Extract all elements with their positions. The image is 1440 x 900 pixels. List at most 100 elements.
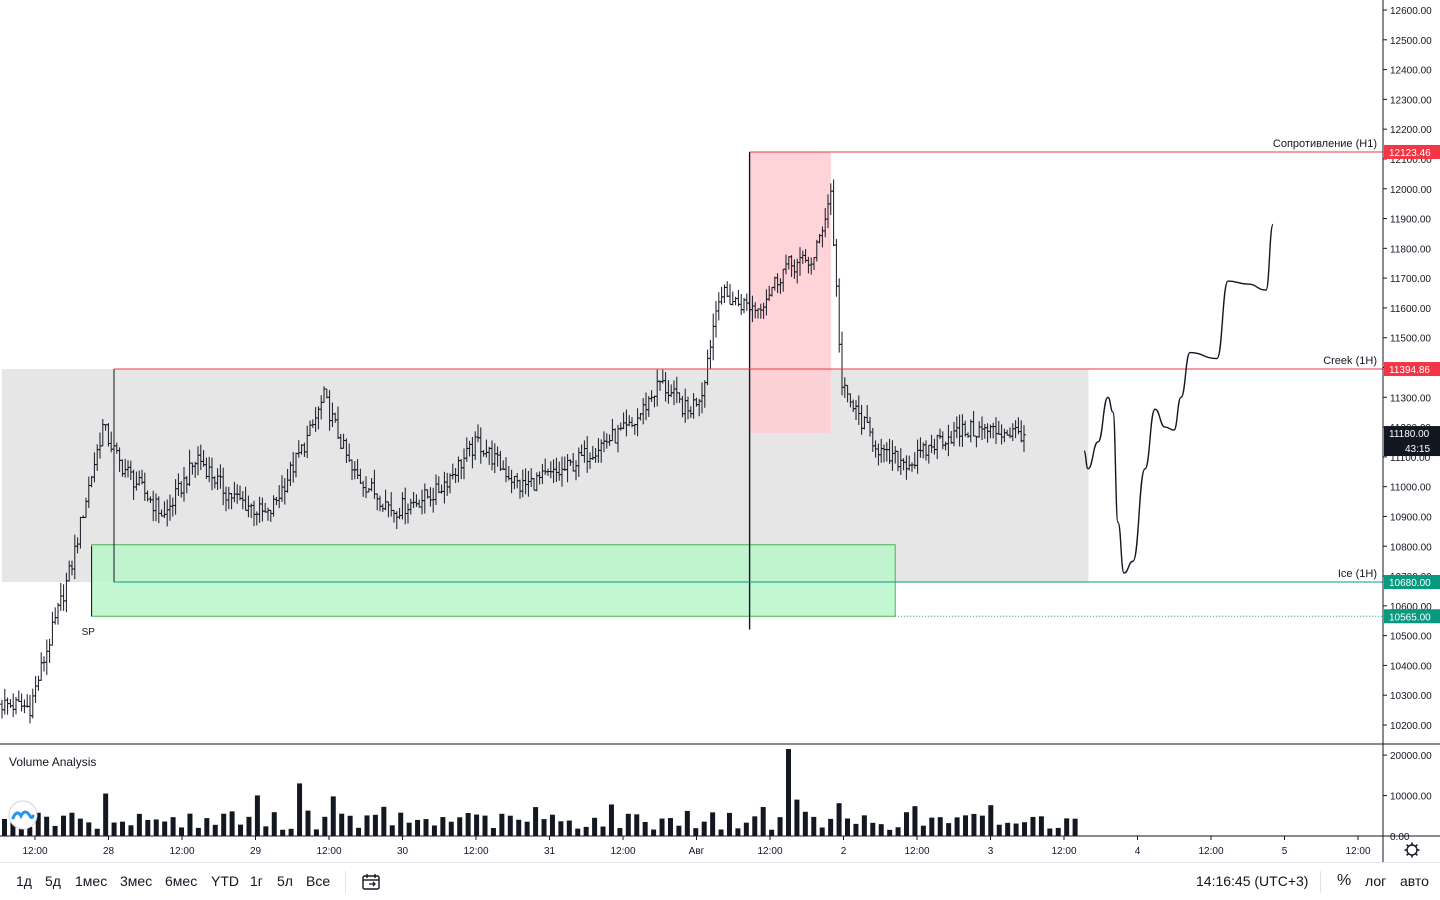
- volume-bar: [878, 824, 884, 836]
- ohlc-bar: [58, 582, 63, 611]
- volume-bar: [77, 818, 83, 836]
- range-3m-button[interactable]: 3мес: [120, 873, 153, 889]
- ice-level-badge: [1384, 575, 1440, 589]
- ohlc-bar: [42, 656, 46, 672]
- volume-bar: [1047, 828, 1053, 836]
- volume-bar: [187, 813, 193, 836]
- volume-bar: [347, 815, 353, 836]
- volume-bar: [254, 795, 260, 836]
- time-tick-label: 12:00: [22, 846, 47, 857]
- volume-bar: [794, 799, 800, 836]
- ohlc-bar: [0, 699, 4, 719]
- price-tick-label: 12500.00: [1390, 36, 1432, 47]
- price-tick-label: 10900.00: [1390, 512, 1432, 523]
- volume-bar: [777, 817, 783, 836]
- ohlc-bar: [39, 652, 44, 681]
- ohlc-bar: [19, 693, 24, 712]
- price-tick-label: 10200.00: [1390, 721, 1432, 732]
- volume-bar: [128, 825, 134, 836]
- range-5d-button[interactable]: 5д: [45, 873, 61, 889]
- volume-bar: [912, 806, 918, 836]
- time-tick-label: 4: [1135, 846, 1141, 857]
- volume-bar: [743, 822, 749, 836]
- volume-bar: [431, 825, 437, 836]
- percent-scale-toggle[interactable]: %: [1337, 872, 1352, 889]
- price-tick-label: 11600.00: [1390, 304, 1431, 315]
- tradingview-logo-wave: [11, 810, 35, 820]
- current-price-badge: [1384, 426, 1440, 457]
- volume-bar: [415, 819, 421, 836]
- volume-bar: [212, 824, 218, 836]
- volume-bar: [1005, 822, 1011, 836]
- volume-bar: [861, 815, 867, 836]
- price-tick-label: 10400.00: [1390, 661, 1432, 672]
- clock-timezone[interactable]: 14:16:45 (UTC+3): [1196, 873, 1309, 889]
- volume-bar: [94, 828, 100, 836]
- volume-bar: [651, 829, 657, 836]
- range-5y-button[interactable]: 5л: [277, 873, 293, 889]
- ohlc-bar: [831, 179, 836, 247]
- volume-bar: [752, 816, 758, 836]
- ohlc-bar: [47, 638, 52, 663]
- time-tick-label: 2: [841, 846, 847, 857]
- volume-bar: [600, 826, 606, 836]
- ohlc-bar: [2, 688, 7, 715]
- price-tick-label: 12200.00: [1390, 125, 1432, 136]
- toolbar-divider: [1320, 871, 1321, 893]
- ice-level-value: 10680.00: [1389, 578, 1431, 589]
- ohlc-bar: [716, 292, 721, 321]
- volume-bar: [920, 825, 926, 836]
- ohlc-bar: [30, 688, 35, 719]
- log-scale-toggle[interactable]: лог: [1365, 873, 1387, 889]
- volume-bar: [887, 829, 893, 836]
- price-chart[interactable]: Сопротивление (H1) Creek (1H) Ice (1H) SP 10…: [0, 0, 1440, 862]
- time-tick-label: 12:00: [757, 846, 782, 857]
- ohlc-bar: [5, 697, 10, 715]
- volume-bar: [726, 812, 732, 836]
- volume-bar: [828, 818, 834, 836]
- toolbar-divider: [345, 871, 346, 893]
- range-1y-button[interactable]: 1г: [250, 873, 263, 889]
- volume-bar: [457, 817, 463, 836]
- volume-bar: [52, 825, 58, 836]
- range-all-button[interactable]: Все: [306, 873, 331, 889]
- volume-bar: [170, 817, 176, 836]
- volume-tick-label: 0.00: [1390, 832, 1410, 843]
- volume-bar: [103, 793, 109, 836]
- price-tick-label: 11000.00: [1390, 483, 1431, 494]
- volume-bar: [845, 818, 850, 836]
- go-to-date-icon[interactable]: [361, 872, 381, 892]
- ohlc-bar: [8, 699, 13, 709]
- volume-tick-label: 20000.00: [1390, 751, 1432, 762]
- range-1m-button[interactable]: 1мес: [75, 873, 108, 889]
- range-ytd-button[interactable]: YTD: [211, 873, 239, 889]
- ohlc-bar: [44, 639, 49, 675]
- chart-settings-icon[interactable]: [1404, 842, 1420, 858]
- volume-bar: [204, 818, 210, 836]
- volume-bar: [448, 821, 454, 836]
- auto-scale-toggle[interactable]: авто: [1400, 873, 1429, 889]
- volume-bar: [549, 814, 555, 836]
- volume-bar: [136, 813, 142, 836]
- volume-bar: [499, 813, 505, 836]
- ohlc-bar: [739, 294, 744, 315]
- price-tick-label: 10600.00: [1390, 602, 1432, 613]
- volume-bar: [1064, 818, 1070, 836]
- volume-bar: [1072, 818, 1078, 836]
- gear-tooth: [1406, 844, 1410, 848]
- time-tick-label: 12:00: [904, 846, 929, 857]
- volume-bar: [381, 806, 387, 836]
- range-6m-button[interactable]: 6мес: [165, 873, 198, 889]
- price-tick-label: 12000.00: [1390, 185, 1432, 196]
- resistance-level-value: 12123.46: [1389, 148, 1431, 159]
- volume-bar: [608, 804, 614, 836]
- volume-bar: [954, 817, 960, 836]
- volume-bar: [330, 796, 336, 836]
- sp-level-value: 10565.00: [1389, 612, 1431, 623]
- ice-level-label: Ice (1H): [1338, 568, 1377, 580]
- ohlc-bar: [708, 339, 713, 369]
- volume-bar: [937, 817, 943, 836]
- range-1d-button[interactable]: 1д: [16, 873, 32, 889]
- gear-tooth: [1406, 852, 1410, 856]
